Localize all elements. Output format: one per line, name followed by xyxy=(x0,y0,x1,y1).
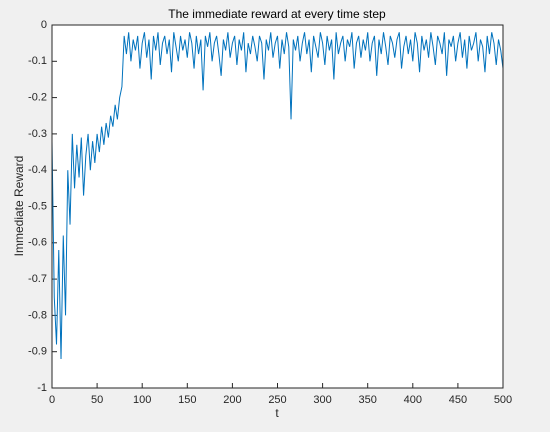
x-tick-label: 200 xyxy=(223,394,241,406)
x-tick-label: 250 xyxy=(268,394,286,406)
x-tick-label: 100 xyxy=(133,394,151,406)
axes-background xyxy=(52,25,503,388)
x-tick-label: 300 xyxy=(313,394,331,406)
y-tick-label: -0.3 xyxy=(28,128,47,140)
x-tick-label: 350 xyxy=(359,394,377,406)
x-tick-label: 400 xyxy=(404,394,422,406)
y-tick-label: -0.1 xyxy=(28,55,47,67)
data-line xyxy=(51,32,504,359)
y-tick-label: 0 xyxy=(41,19,47,31)
chart-title: The immediate reward at every time step xyxy=(168,7,386,21)
y-tick-label: -0.6 xyxy=(28,237,47,249)
y-tick-label: -1 xyxy=(37,382,47,394)
y-tick-label: -0.2 xyxy=(28,92,47,104)
y-tick-label: -0.5 xyxy=(28,200,47,212)
x-axis-label: t xyxy=(275,406,279,420)
y-axis-label: Immediate Reward xyxy=(12,156,26,257)
y-tick-label: -0.7 xyxy=(28,273,47,285)
x-tick-label: 450 xyxy=(449,394,467,406)
x-tick-label: 150 xyxy=(178,394,196,406)
y-tick-label: -0.9 xyxy=(28,346,47,358)
x-tick-label: 500 xyxy=(494,394,512,406)
axes-box xyxy=(51,24,504,389)
x-tick-label: 0 xyxy=(49,394,55,406)
y-tick-label: -0.4 xyxy=(28,164,47,176)
x-tick-label: 50 xyxy=(91,394,103,406)
y-tick-label: -0.8 xyxy=(28,309,47,321)
